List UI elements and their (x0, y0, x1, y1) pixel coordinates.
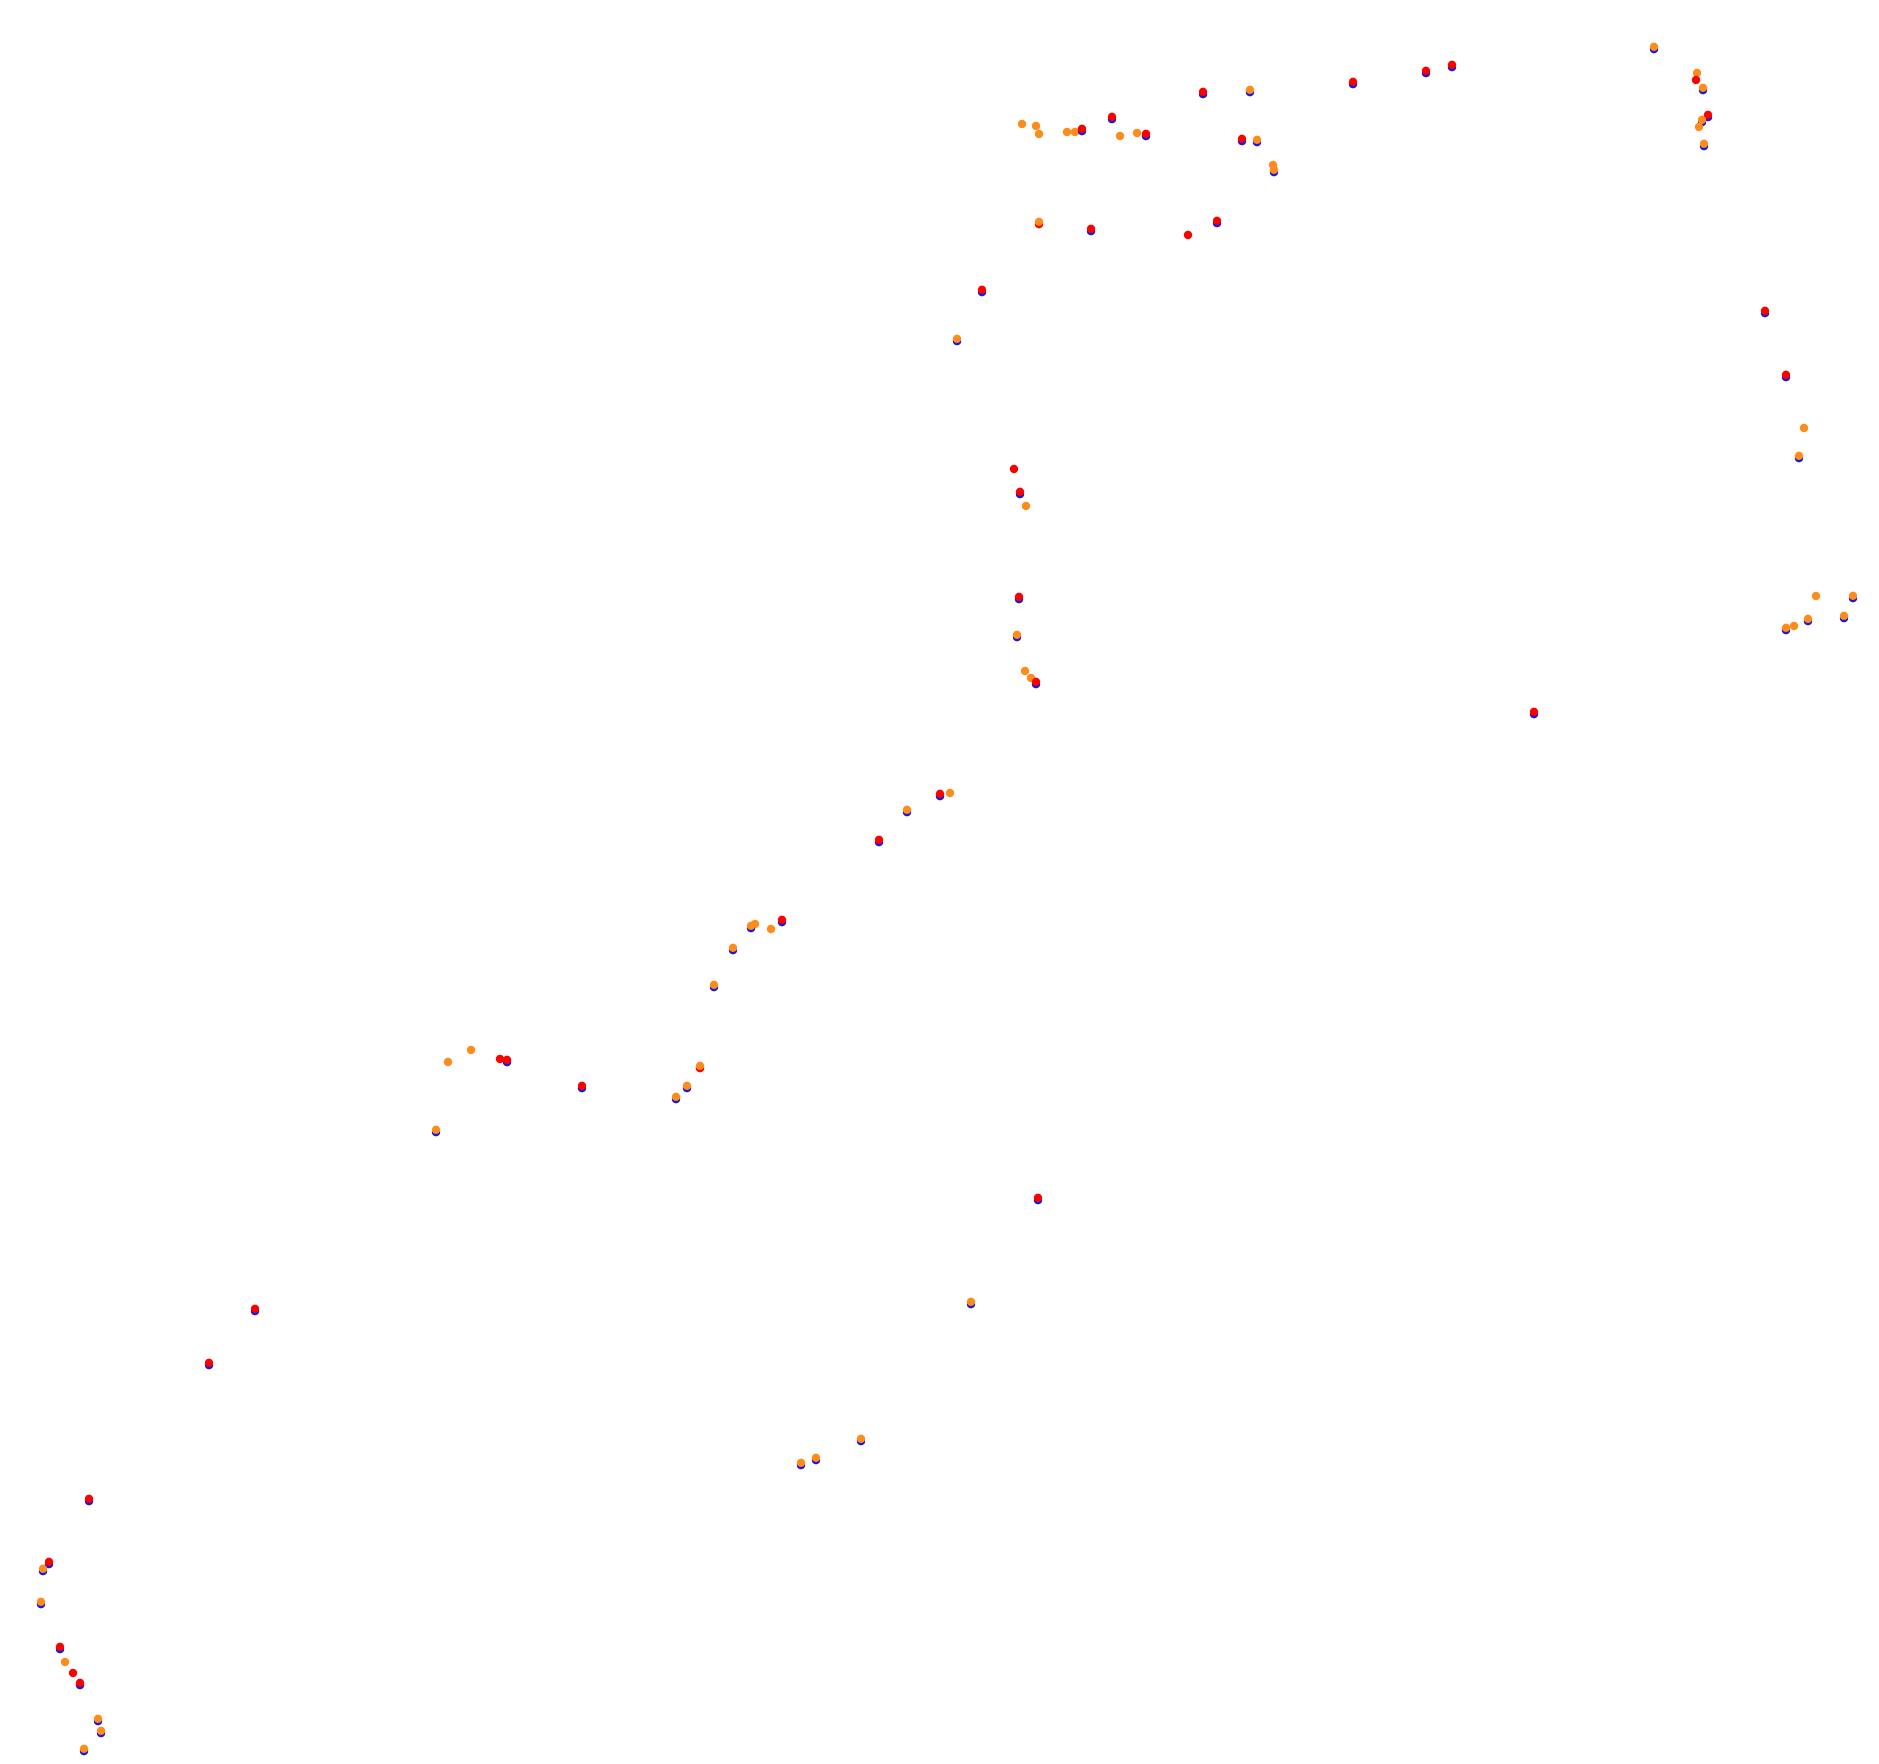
data-point-orange (1848, 591, 1858, 600)
points-layer (36, 42, 1858, 1756)
data-point-orange (431, 1125, 441, 1135)
data-point-red (577, 1081, 587, 1091)
data-point-orange (796, 1458, 806, 1468)
data-point-orange (1803, 614, 1813, 623)
data-point-red (75, 1678, 85, 1688)
data-point-orange (1269, 165, 1279, 174)
data-point-orange (728, 943, 738, 952)
data-point-orange (1034, 129, 1044, 139)
data-point-orange (1020, 666, 1030, 676)
data-point-orange (1021, 501, 1031, 511)
data-point-orange (1115, 131, 1125, 141)
data-point-orange (36, 1597, 46, 1607)
data-point-orange (1692, 68, 1702, 78)
data-point-orange (1811, 591, 1821, 601)
data-point-orange (682, 1081, 692, 1091)
data-point-orange (466, 1045, 476, 1055)
data-point-orange (766, 924, 776, 934)
data-point-red (874, 835, 884, 844)
data-point-red (1691, 75, 1701, 85)
data-point-orange (1781, 623, 1791, 632)
data-point-orange (1012, 630, 1022, 639)
data-point-orange (443, 1057, 453, 1067)
data-point-red (1703, 110, 1713, 120)
data-point-orange (902, 805, 912, 814)
data-point-orange (811, 1453, 821, 1463)
data-point-red (1031, 677, 1041, 686)
data-point-red (1348, 77, 1358, 87)
data-point-red (1014, 592, 1024, 601)
data-point-orange (1245, 85, 1255, 95)
data-point-orange (1794, 451, 1804, 460)
data-point-red (68, 1668, 78, 1678)
data-point-orange (38, 1564, 48, 1574)
data-point-red (84, 1494, 94, 1504)
data-point-orange (746, 921, 756, 930)
data-point-red (1212, 216, 1222, 225)
data-point-red (777, 915, 787, 924)
data-point-red (1237, 134, 1247, 143)
data-point-red (1077, 124, 1087, 133)
data-point-orange (966, 1297, 976, 1307)
data-point-orange (1839, 611, 1849, 620)
data-point-orange (96, 1726, 106, 1736)
data-point-orange (60, 1657, 70, 1667)
data-point-red (250, 1304, 260, 1314)
data-point-red (1107, 112, 1117, 122)
data-point-red (1421, 66, 1431, 76)
data-point-red (1086, 224, 1096, 233)
data-point-orange (1694, 122, 1704, 132)
data-point-orange (1031, 121, 1041, 131)
data-point-orange (671, 1092, 681, 1102)
data-point-orange (952, 334, 962, 343)
data-point-red (1529, 707, 1539, 716)
data-point-red (1015, 487, 1025, 496)
data-point-red (1760, 306, 1770, 315)
data-point-red (44, 1557, 54, 1567)
data-point-orange (1699, 139, 1709, 148)
data-point-orange (1799, 423, 1809, 433)
data-point-orange (1070, 127, 1080, 137)
data-point-orange (93, 1714, 103, 1724)
data-point-red (1183, 230, 1193, 240)
data-point-red (1141, 129, 1151, 138)
data-point-orange (1789, 621, 1799, 631)
data-point-red (1198, 87, 1208, 97)
data-point-red (1009, 464, 1019, 474)
data-point-orange (856, 1434, 866, 1444)
data-point-orange (1698, 83, 1708, 93)
data-point-orange (709, 980, 719, 989)
data-point-orange (945, 788, 955, 798)
data-point-orange (1697, 115, 1707, 125)
data-point-orange (1017, 119, 1027, 129)
data-point-orange (1034, 217, 1044, 226)
data-point-red (55, 1642, 65, 1652)
data-point-red (1447, 60, 1457, 69)
data-point-red (1033, 1193, 1043, 1203)
data-point-orange (695, 1061, 705, 1071)
data-point-orange (1649, 42, 1659, 51)
data-point-red (935, 789, 945, 798)
data-point-red (204, 1358, 214, 1368)
data-point-red (1781, 370, 1791, 379)
data-point-orange (1062, 127, 1072, 137)
data-point-red (495, 1054, 505, 1064)
data-point-orange (79, 1744, 89, 1754)
data-point-red (977, 285, 987, 294)
data-point-orange (1252, 135, 1262, 144)
data-point-red (502, 1055, 512, 1065)
data-point-orange (1132, 128, 1142, 138)
